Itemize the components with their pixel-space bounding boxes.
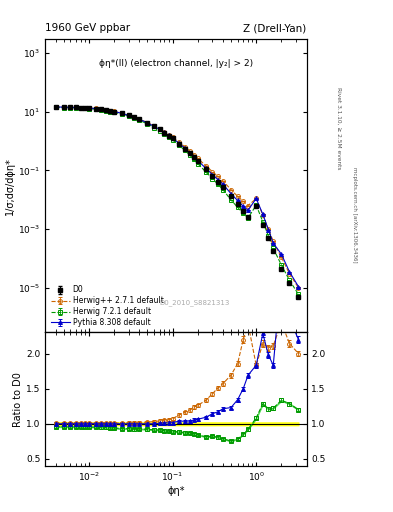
Text: mcplots.cern.ch [arXiv:1306.3436]: mcplots.cern.ch [arXiv:1306.3436] <box>352 167 357 263</box>
Text: D0_2010_S8821313: D0_2010_S8821313 <box>159 300 230 306</box>
Y-axis label: Ratio to D0: Ratio to D0 <box>13 372 23 426</box>
Legend: D0, Herwig++ 2.7.1 default, Herwig 7.2.1 default, Pythia 8.308 default: D0, Herwig++ 2.7.1 default, Herwig 7.2.1… <box>49 284 165 329</box>
Text: Rivet 3.1.10, ≥ 2.5M events: Rivet 3.1.10, ≥ 2.5M events <box>336 87 341 169</box>
Y-axis label: 1/σ;dσ/dϕη*: 1/σ;dσ/dϕη* <box>5 157 15 215</box>
X-axis label: ϕη*: ϕη* <box>167 486 185 496</box>
Text: ϕη*(ll) (electron channel, |y₂| > 2): ϕη*(ll) (electron channel, |y₂| > 2) <box>99 59 253 69</box>
Text: 1960 GeV ppbar: 1960 GeV ppbar <box>45 23 130 33</box>
Text: Z (Drell-Yan): Z (Drell-Yan) <box>243 23 307 33</box>
